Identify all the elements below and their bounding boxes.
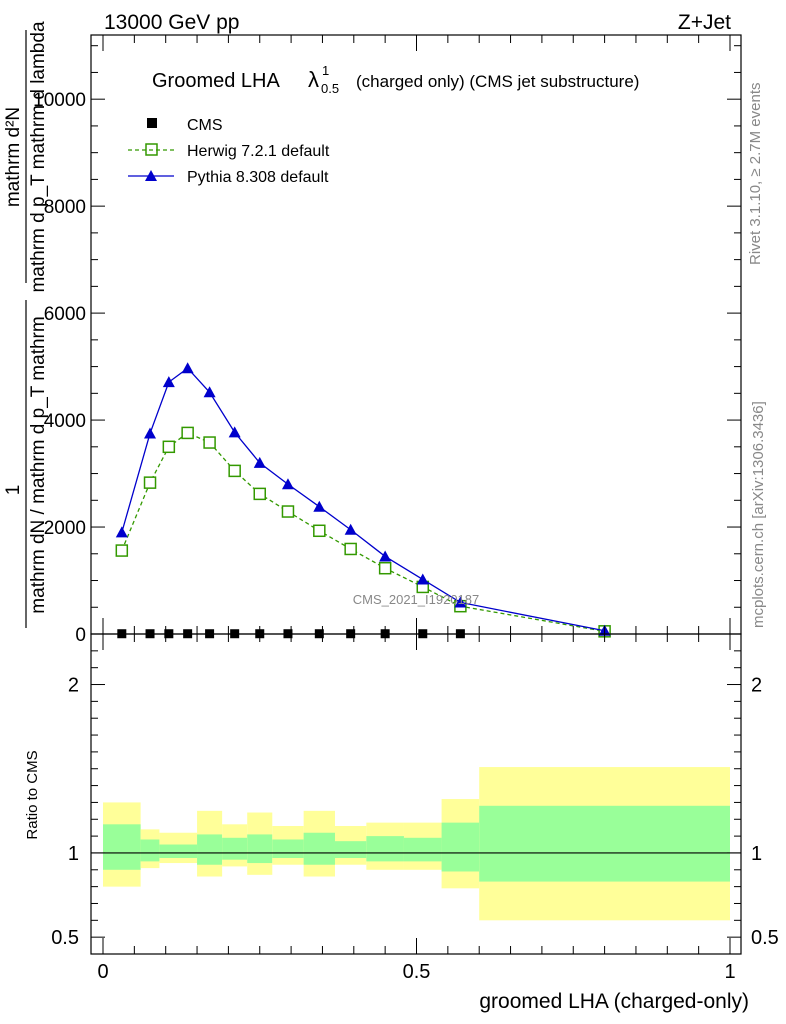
ratio-inner-band-3 <box>197 834 223 865</box>
data-point-herwig <box>344 542 357 556</box>
data-point-pythia <box>313 500 326 512</box>
main-y-tick-label: 6000 <box>44 304 86 325</box>
main-y-tick-label: 0 <box>75 625 86 646</box>
legend-label-herwig: Herwig 7.2.1 default <box>187 143 330 160</box>
data-point-herwig <box>313 524 326 538</box>
data-point-pythia <box>203 386 216 398</box>
analysis-watermark: CMS_2021_I1920187 <box>353 592 480 607</box>
legend-marker-cms <box>147 118 157 128</box>
rivet-label: Rivet 3.1.10, ≥ 2.7M events <box>747 83 764 266</box>
ratio-inner-band-10 <box>403 837 442 862</box>
ratio-inner-band-2 <box>159 844 198 858</box>
process-label: Z+Jet <box>678 11 731 34</box>
data-point-pythia <box>454 596 467 608</box>
main-y-tick-label: 8000 <box>44 197 86 218</box>
x-axis-label: groomed LHA (charged-only) <box>479 990 749 1013</box>
ratio-inner-band-7 <box>303 832 335 865</box>
main-y-tick-label: 4000 <box>44 411 86 432</box>
y-label-top-denominator: mathrm d p_T mathrm d lambda <box>28 21 49 292</box>
plot-title: Groomed LHA λ 1 0.5 (charged only) (CMS … <box>152 63 639 96</box>
plot-title-superscript: 1 <box>322 63 329 78</box>
ratio-inner-band-5 <box>247 834 273 864</box>
ratio-y-tick-label-right: 2 <box>751 675 762 697</box>
series-line-pythia <box>121 367 605 632</box>
data-point-herwig <box>228 464 241 478</box>
data-point-pythia <box>416 573 429 585</box>
main-y-tick-label: 10000 <box>33 90 86 111</box>
data-point-herwig <box>253 487 266 501</box>
data-point-pythia <box>181 362 194 374</box>
data-point-pythia <box>379 550 392 562</box>
plot-title-main: Groomed LHA <box>152 70 280 92</box>
mcplots-label: mcplots.cern.ch [arXiv:1306.3436] <box>750 401 767 628</box>
legend-marker-pythia <box>145 170 157 181</box>
series-line-herwig <box>121 432 605 632</box>
plot-title-symbol: λ <box>308 67 319 92</box>
data-point-pythia <box>144 427 157 439</box>
x-tick-label: 1 <box>724 961 735 983</box>
x-tick-label: 0 <box>97 961 108 983</box>
ratio-inner-band-8 <box>334 841 367 858</box>
ratio-inner-band-0 <box>103 824 141 870</box>
ratio-inner-band-6 <box>272 839 304 858</box>
data-point-pythia <box>162 376 175 388</box>
ratio-y-tick-label-left: 2 <box>68 675 79 697</box>
main-y-tick-label: 2000 <box>44 518 86 539</box>
legend: CMS Herwig 7.2.1 default Pythia 8.308 de… <box>128 117 330 186</box>
energy-label: 13000 GeV pp <box>104 11 239 34</box>
ratio-inner-band-4 <box>222 837 248 860</box>
data-point-pythia <box>344 523 357 535</box>
data-point-pythia <box>281 478 294 490</box>
data-point-herwig <box>143 476 157 489</box>
legend-label-cms: CMS <box>187 117 223 134</box>
legend-marker-herwig <box>145 143 158 156</box>
ratio-y-axis-label: Ratio to CMS <box>24 750 41 839</box>
data-point-herwig <box>281 505 295 518</box>
data-point-herwig <box>181 426 194 440</box>
data-point-pythia <box>253 456 266 468</box>
ratio-y-tick-label-left: 1 <box>68 843 79 865</box>
y-label-bottom-denominator: mathrm dN / mathrm d p_T mathrm <box>28 316 49 613</box>
data-point-herwig <box>203 436 216 449</box>
data-point-herwig <box>162 440 176 454</box>
ratio-inner-band-11 <box>441 822 480 872</box>
ratio-inner-band-1 <box>140 839 160 862</box>
main-y-axis-label: mathrm d²N mathrm d p_T mathrm d lambda … <box>3 21 49 628</box>
ratio-y-tick-label-right: 0.5 <box>751 927 779 949</box>
data-point-herwig <box>115 544 129 557</box>
data-point-pythia <box>228 426 241 438</box>
ratio-bands <box>91 767 741 921</box>
legend-label-pythia: Pythia 8.308 default <box>187 169 329 186</box>
ratio-y-tick-label-right: 1 <box>751 843 762 865</box>
ratio-plot-panel: 0 0.5 1 0.5 0.5 1 1 2 2 Ratio to CMS groomed LHA… <box>24 35 779 1013</box>
main-plot-panel: 0 2000 4000 6000 8000 10000 Groomed LHA λ 1 0… <box>3 21 742 646</box>
ratio-inner-band-12 <box>479 805 730 882</box>
data-point-pythia <box>115 526 128 538</box>
ratio-y-tick-label-left: 0.5 <box>51 927 79 949</box>
ratio-axes: 0 0.5 1 0.5 0.5 1 1 2 2 <box>51 35 779 983</box>
y-label-top-numerator: mathrm d²N <box>3 107 24 207</box>
ratio-inner-band-9 <box>366 836 404 862</box>
x-tick-label: 0.5 <box>403 961 431 983</box>
plot-title-subscript: 0.5 <box>321 81 339 96</box>
plot-title-suffix: (charged only) (CMS jet substructure) <box>356 72 639 91</box>
y-label-fraction-one: 1 <box>3 485 24 496</box>
data-point-herwig <box>378 561 392 575</box>
